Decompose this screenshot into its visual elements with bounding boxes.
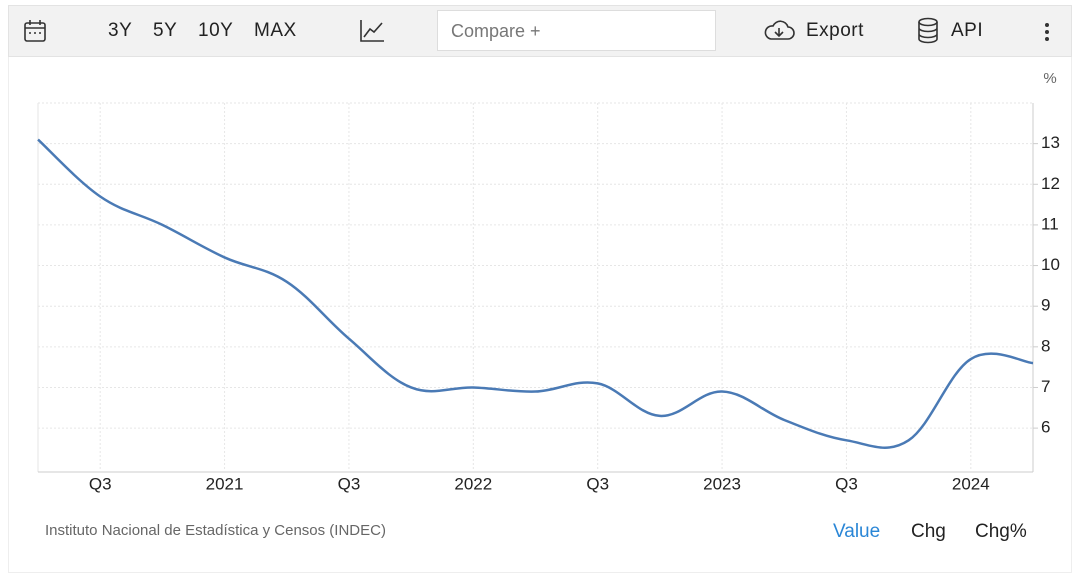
compare-placeholder: Compare + [451,21,541,41]
range-button[interactable]: MAX [254,20,297,41]
range-button[interactable]: 10Y [198,20,234,41]
x-tick-label: 2021 [206,474,244,493]
chart-card [8,57,1072,573]
range-button[interactable]: 3Y [108,20,133,41]
source: Instituto Nacional de Estadística y Cens… [45,522,386,539]
y-tick-label: 6 [1041,418,1050,437]
calendar-icon[interactable] [23,19,47,43]
value-tab[interactable]: Value [833,521,881,542]
y-tick-label: 7 [1041,377,1050,396]
api-icon[interactable] [917,17,939,45]
y-tick-label: 11 [1041,214,1059,233]
y-tick-label: 8 [1041,336,1050,355]
export-icon[interactable] [763,19,795,43]
x-tick-label: Q3 [835,474,858,493]
chg-tab[interactable]: Chg [911,521,946,542]
x-tick-label: 2022 [454,474,492,493]
y-tick-label: 10 [1041,255,1060,274]
toolbar: 3Y 5Y 10Y MAX Compare + Export API [8,5,1072,57]
line-series [37,138,1034,449]
y-tick-label: 13 [1041,133,1060,152]
y-tick-label: 9 [1041,296,1050,315]
range-button[interactable]: 5Y [153,20,178,41]
export-button[interactable]: Export [806,20,864,41]
chart-type-icon[interactable] [359,18,385,44]
compare-input[interactable]: Compare + [437,10,716,51]
y-tick-label: 12 [1041,174,1060,193]
chg-pct-tab[interactable]: Chg% [975,521,1027,542]
x-tick-label: Q3 [89,474,112,493]
x-tick-label: Q3 [586,474,609,493]
api-button[interactable]: API [951,20,984,41]
more-menu[interactable] [1043,21,1051,43]
x-tick-label: Q3 [338,474,361,493]
x-tick-label: 2023 [703,474,741,493]
unit-label: % [1043,70,1056,87]
x-tick-label: 2024 [952,474,990,493]
